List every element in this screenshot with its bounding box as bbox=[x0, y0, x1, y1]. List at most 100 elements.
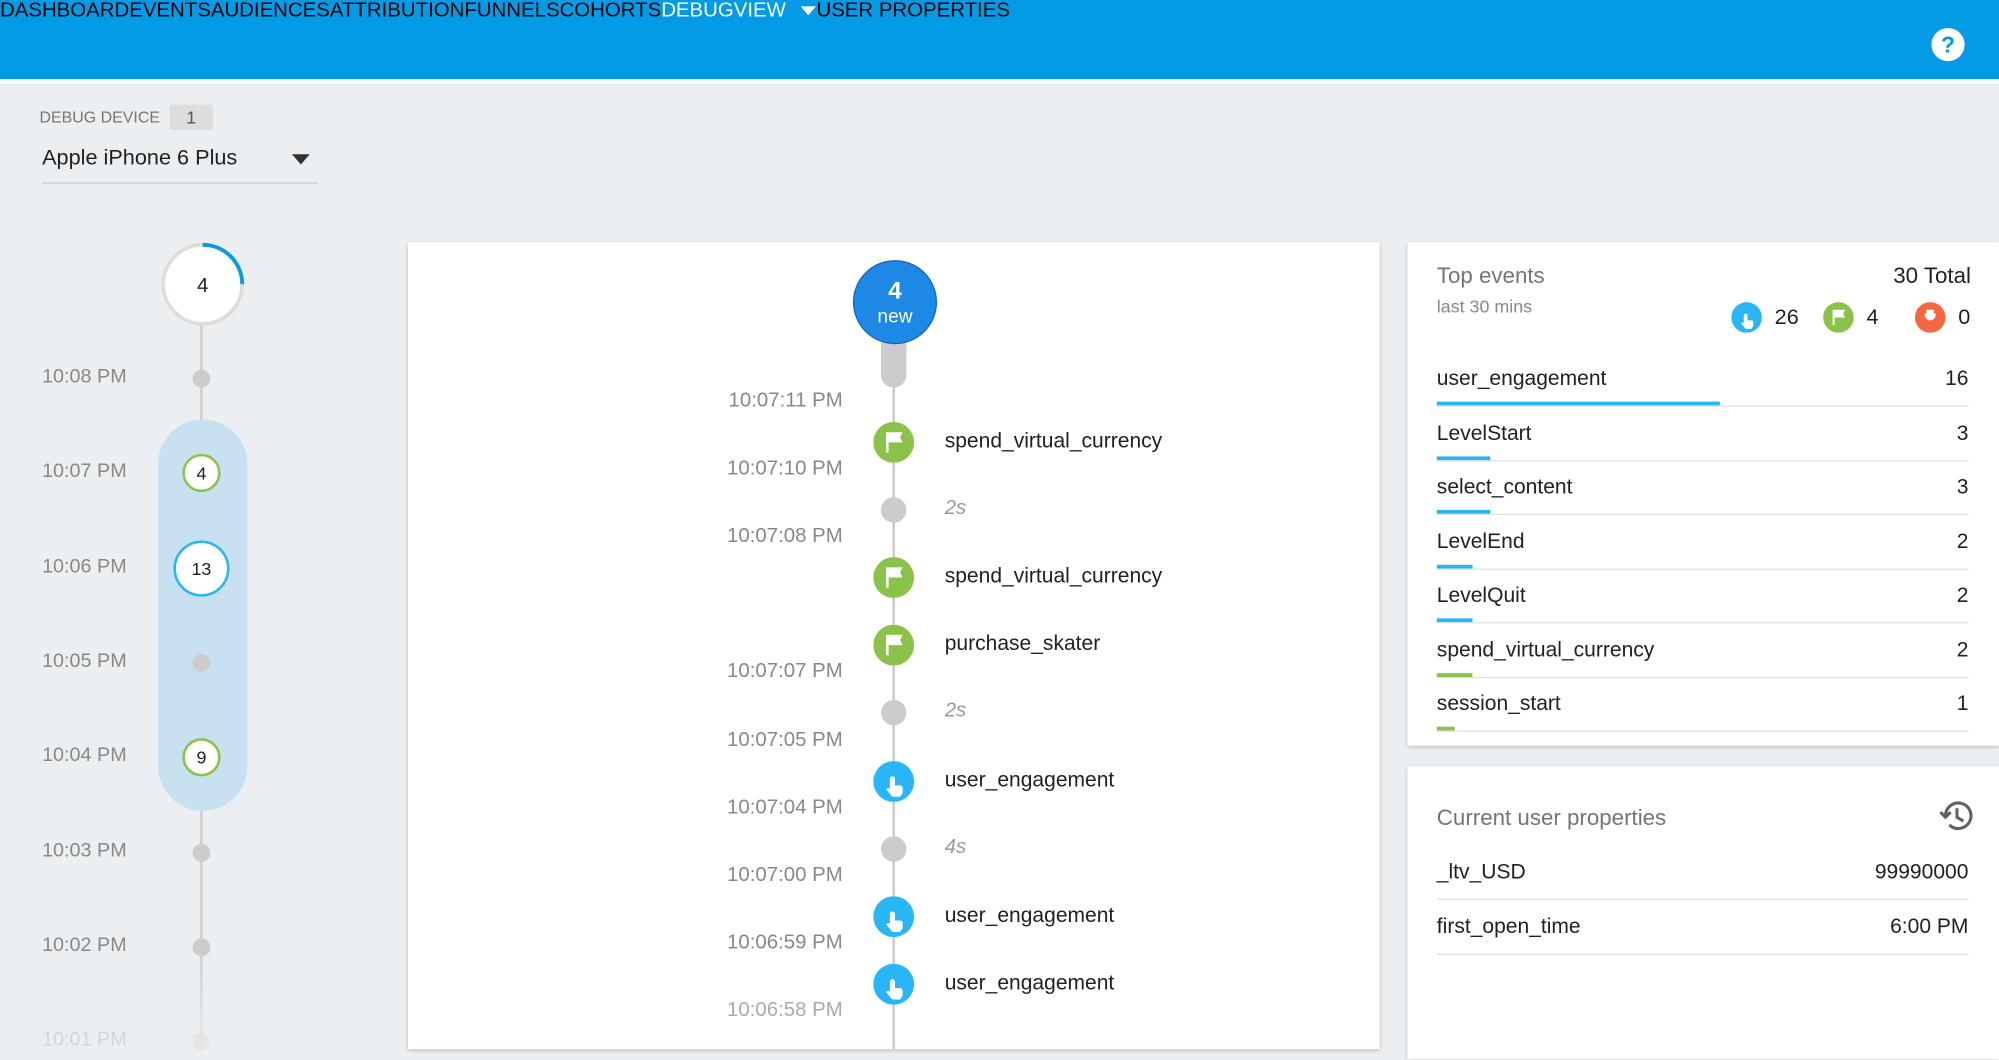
row-divider bbox=[1436, 676, 1969, 678]
active-underline bbox=[0, 79, 1999, 85]
row-divider bbox=[1436, 567, 1969, 570]
event-time: 10:07:00 PM bbox=[727, 863, 843, 886]
row-divider bbox=[1436, 730, 1969, 732]
user-properties-panel: Current user properties _ltv_USD 99990000 f… bbox=[1407, 766, 1999, 1060]
svg-text:?: ? bbox=[1941, 31, 1955, 57]
event-icon bbox=[1823, 302, 1854, 333]
minute-count[interactable]: 4 bbox=[182, 454, 221, 493]
event-count: 2 bbox=[1956, 638, 1969, 662]
row-divider bbox=[1436, 898, 1969, 901]
new-badge[interactable]: 4 new bbox=[852, 260, 938, 345]
property-name: first_open_time bbox=[1436, 914, 1581, 938]
icon-glyph bbox=[1740, 313, 1754, 329]
nav-tab[interactable]: DEBUGVIEW bbox=[0, 0, 1999, 85]
row-divider bbox=[1436, 952, 1969, 955]
event-count: 3 bbox=[1956, 475, 1969, 499]
event-count: 1 bbox=[1956, 692, 1969, 716]
row-divider bbox=[1436, 622, 1969, 624]
row-divider bbox=[1436, 405, 1969, 407]
badge-label: new bbox=[877, 305, 913, 328]
tab-label: USER PROPERTIES bbox=[816, 0, 1010, 22]
event-icon bbox=[873, 963, 915, 1005]
event-name[interactable]: user_engagement bbox=[944, 768, 1115, 792]
minute-label: 10:02 PM bbox=[42, 934, 127, 956]
minute-count[interactable]: 13 bbox=[173, 540, 230, 597]
gap-dot bbox=[880, 835, 907, 862]
tab-label: EVENTS bbox=[129, 0, 211, 22]
gap-label: 2s bbox=[944, 497, 967, 520]
event-name[interactable]: purchase_skater bbox=[944, 632, 1101, 656]
kind-count: 4 bbox=[1866, 304, 1879, 329]
device-select[interactable]: Apple iPhone 6 Plus bbox=[42, 140, 318, 184]
event-name[interactable]: user_engagement bbox=[944, 903, 1115, 927]
event-count: 2 bbox=[1956, 529, 1969, 553]
event-name[interactable]: LevelQuit bbox=[1436, 583, 1526, 607]
event-name[interactable]: user_engagement bbox=[944, 971, 1115, 995]
event-icon bbox=[873, 895, 915, 937]
icon-glyph bbox=[886, 978, 903, 1000]
event-name[interactable]: spend_virtual_currency bbox=[944, 429, 1163, 453]
minute-label: 10:07 PM bbox=[42, 460, 127, 483]
nav-tab[interactable]: ATTRIBUTION bbox=[330, 0, 464, 84]
event-count: 3 bbox=[1956, 421, 1969, 445]
history-icon[interactable] bbox=[1938, 797, 1976, 835]
property-name: _ltv_USD bbox=[1436, 860, 1526, 884]
gap-label: 2s bbox=[944, 700, 967, 723]
top-events-panel: Top events last 30 mins 30 Total 26 4 0 user_e… bbox=[1407, 242, 1999, 746]
event-time: 10:06:59 PM bbox=[727, 931, 843, 954]
help-icon[interactable]: ? bbox=[1929, 25, 1967, 63]
nav-bar: DASHBOARD EVENTS AUDIENCES ATTRIBUTION FUNNE… bbox=[0, 0, 1999, 85]
event-name[interactable]: LevelStart bbox=[1436, 421, 1532, 445]
icon-glyph bbox=[886, 775, 903, 797]
nav-tab[interactable]: FUNNELS bbox=[464, 0, 559, 84]
panel-title: Top events bbox=[1436, 262, 1545, 289]
count-bar bbox=[1436, 564, 1473, 568]
event-name[interactable]: spend_virtual_currency bbox=[944, 565, 1163, 588]
tab-label: FUNNELS bbox=[464, 0, 560, 22]
event-name[interactable]: session_start bbox=[1436, 692, 1561, 716]
minute-timeline: 4 10:08 PM 10:07 PM 4 10:06 PM 13 10:05 PM 10:0… bbox=[0, 191, 382, 1059]
gap-label: 4s bbox=[944, 835, 967, 858]
event-time: 10:07:05 PM bbox=[727, 728, 843, 751]
tab-label: COHORTS bbox=[559, 0, 662, 22]
device-count: 1 bbox=[169, 104, 213, 131]
panel-subtitle: last 30 mins bbox=[1436, 295, 1533, 317]
property-value: 6:00 PM bbox=[1890, 914, 1969, 938]
event-count: 16 bbox=[1945, 367, 1969, 391]
event-name[interactable]: spend_virtual_currency bbox=[1436, 638, 1655, 662]
minute-count[interactable]: 9 bbox=[182, 738, 221, 777]
stream-cap bbox=[880, 341, 907, 388]
badge-count: 4 bbox=[888, 277, 902, 305]
ring-progress bbox=[202, 242, 245, 285]
nav-tab[interactable]: AUDIENCES bbox=[211, 0, 330, 84]
icon-glyph bbox=[886, 635, 903, 656]
nav-tab[interactable]: USER PROPERTIES bbox=[816, 0, 1009, 84]
event-icon bbox=[873, 557, 915, 599]
nav-tab[interactable]: EVENTS bbox=[129, 0, 211, 84]
minute-label: 10:01 PM bbox=[42, 1028, 127, 1051]
gap-dot bbox=[880, 497, 907, 523]
tab-label: DASHBOARD bbox=[0, 0, 130, 22]
row-divider bbox=[1436, 513, 1969, 516]
event-name[interactable]: LevelEnd bbox=[1436, 529, 1525, 553]
icon-glyph bbox=[886, 911, 903, 932]
event-name[interactable]: user_engagement bbox=[1436, 367, 1607, 391]
event-time: 10:06:58 PM bbox=[727, 999, 843, 1022]
dropdown-arrow bbox=[291, 154, 310, 165]
history-glyph bbox=[1939, 801, 1973, 830]
nav-tab[interactable]: COHORTS bbox=[560, 0, 662, 84]
tab-label: DEBUGVIEW bbox=[661, 0, 786, 22]
event-name[interactable]: select_content bbox=[1436, 475, 1573, 499]
count-bar bbox=[1436, 455, 1490, 460]
device-name: Apple iPhone 6 Plus bbox=[42, 145, 238, 170]
count-bar bbox=[1436, 618, 1473, 623]
minute-dot bbox=[192, 843, 211, 862]
icon-glyph bbox=[1924, 309, 1936, 321]
nav-tab[interactable]: DASHBOARD bbox=[0, 0, 129, 84]
event-time: 10:07:07 PM bbox=[727, 660, 843, 683]
event-count: 2 bbox=[1956, 583, 1969, 607]
event-time: 10:07:10 PM bbox=[727, 457, 843, 480]
event-icon bbox=[873, 421, 915, 463]
minute-label: 10:04 PM bbox=[42, 744, 127, 767]
